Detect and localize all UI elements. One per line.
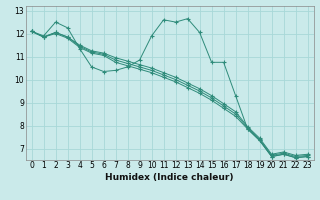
- X-axis label: Humidex (Indice chaleur): Humidex (Indice chaleur): [105, 173, 234, 182]
